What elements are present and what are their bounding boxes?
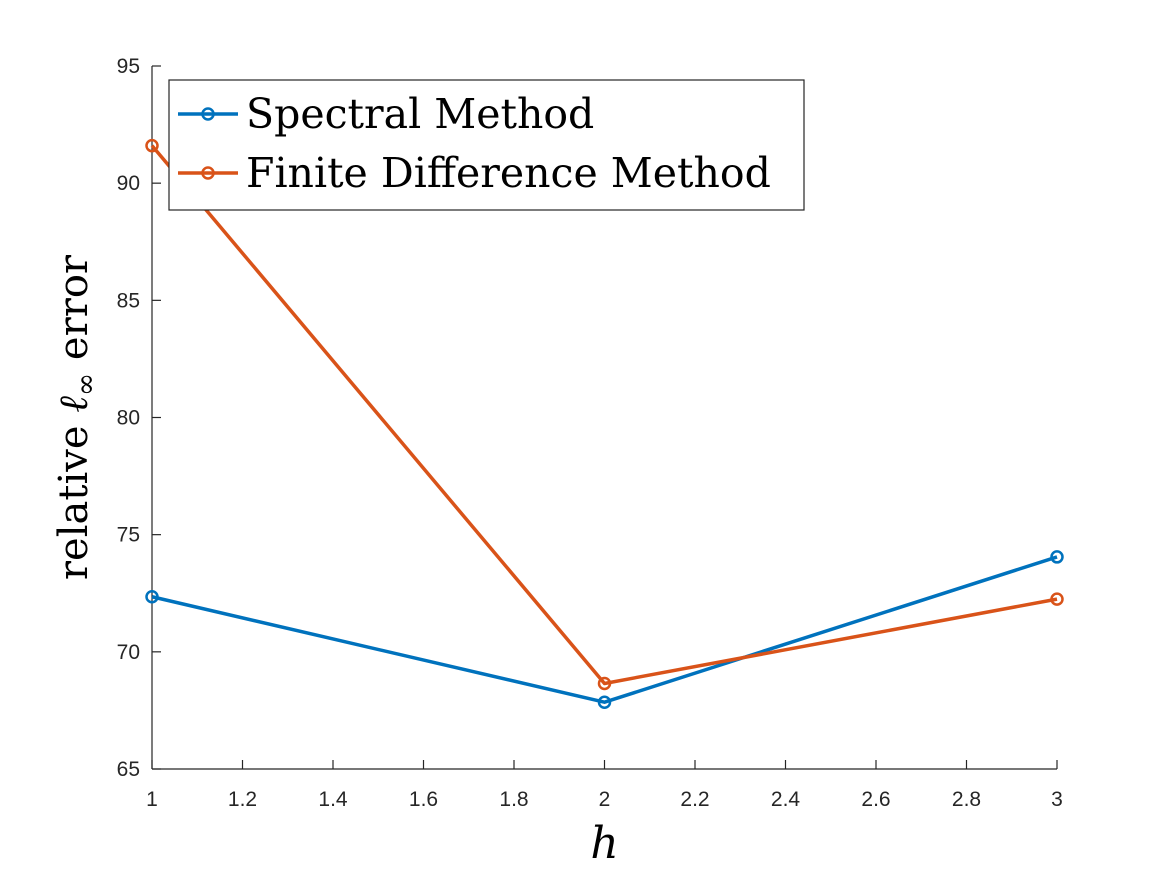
data-point-marker xyxy=(1050,592,1064,606)
series-line xyxy=(150,144,1058,686)
y-axis-label-suffix: error xyxy=(51,254,97,373)
x-tick-label: 2.8 xyxy=(952,788,981,811)
legend-label: Spectral Method xyxy=(246,90,594,138)
x-tick-label: 2.2 xyxy=(680,788,709,811)
y-tick-label: 90 xyxy=(117,172,140,195)
x-tick-label: 1.2 xyxy=(228,788,257,811)
legend-marker xyxy=(201,107,215,121)
series-layer xyxy=(145,138,1064,709)
legend-box xyxy=(168,79,805,211)
legend: Spectral Method Finite Difference Method xyxy=(168,79,805,211)
series-line xyxy=(151,555,1058,704)
x-tick-label: 1.6 xyxy=(409,788,438,811)
legend-label: Finite Difference Method xyxy=(246,149,771,197)
y-tick-label: 85 xyxy=(117,289,140,312)
x-tick-label: 1 xyxy=(146,788,158,811)
axis-labels: h relative ℓ∞ error xyxy=(51,254,619,869)
x-tick-label: 2 xyxy=(599,788,611,811)
x-axis-label: h xyxy=(590,818,618,869)
x-tick-label: 2.4 xyxy=(771,788,801,811)
x-tick-label: 1.8 xyxy=(499,788,528,811)
data-point-marker xyxy=(597,695,612,709)
y-axis-label-symbol: ℓ xyxy=(51,396,97,413)
data-point-marker xyxy=(597,676,612,691)
y-tick-label: 65 xyxy=(117,758,140,781)
data-point-marker xyxy=(145,138,159,153)
y-axis-label-subscript: ∞ xyxy=(69,373,102,396)
y-axis-label-prefix: relative xyxy=(51,413,97,580)
data-point-marker xyxy=(1050,550,1064,564)
x-tick-label: 1.4 xyxy=(318,788,348,811)
y-tick-label: 95 xyxy=(117,55,140,78)
y-tick-label: 80 xyxy=(117,407,140,430)
y-tick-label: 70 xyxy=(117,641,140,664)
x-tick-label: 2.6 xyxy=(861,788,890,811)
data-point-marker xyxy=(145,590,159,604)
axes: 1 1.2 1.4 1.6 1.8 2 2.2 2.4 2.6 2.8 3 65 70 75 80 85 90 9… xyxy=(117,55,1063,811)
y-axis-label: relative ℓ∞ error xyxy=(51,254,102,580)
legend-marker xyxy=(201,166,215,180)
x-tick-label: 3 xyxy=(1051,788,1063,811)
y-tick-label: 75 xyxy=(117,524,140,547)
